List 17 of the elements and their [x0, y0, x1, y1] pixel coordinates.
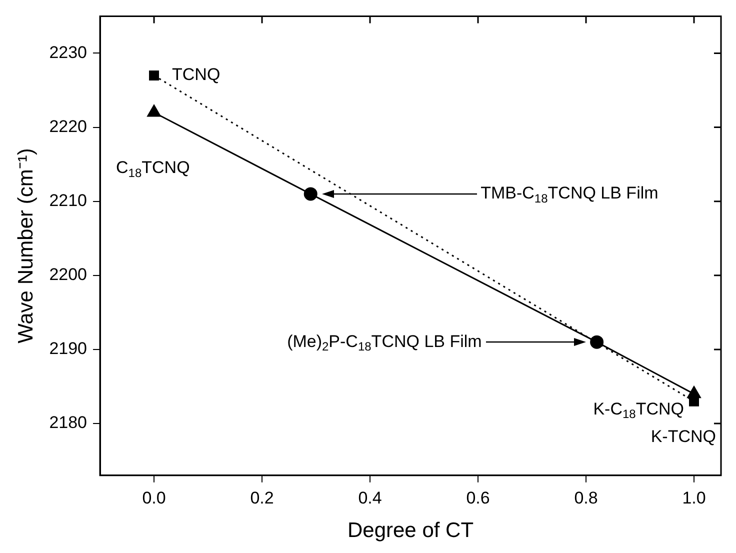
y-axis-title: Wave Number (cm⁻¹): [14, 148, 38, 344]
y-tick-label: 2190: [49, 339, 88, 358]
x-tick-label: 0.0: [142, 488, 166, 508]
y-tick-label: 2230: [49, 42, 88, 62]
x-tick-label: 0.6: [466, 488, 490, 508]
point: [149, 70, 160, 80]
y-tick-label: 2210: [49, 191, 88, 210]
x-axis-title: Degree of CT: [347, 519, 474, 542]
annotation: K-TCNQ: [650, 427, 716, 446]
y-tick-label: 2200: [49, 265, 88, 284]
x-tick-label: 0.8: [574, 488, 598, 508]
y-tick-label: 2180: [49, 413, 88, 432]
x-tick-label: 0.4: [358, 488, 382, 508]
x-tick-label: 1.0: [682, 488, 706, 508]
annotation: TCNQ: [172, 65, 220, 84]
y-tick-label: 2220: [49, 116, 88, 136]
x-tick-label: 0.2: [250, 488, 274, 508]
